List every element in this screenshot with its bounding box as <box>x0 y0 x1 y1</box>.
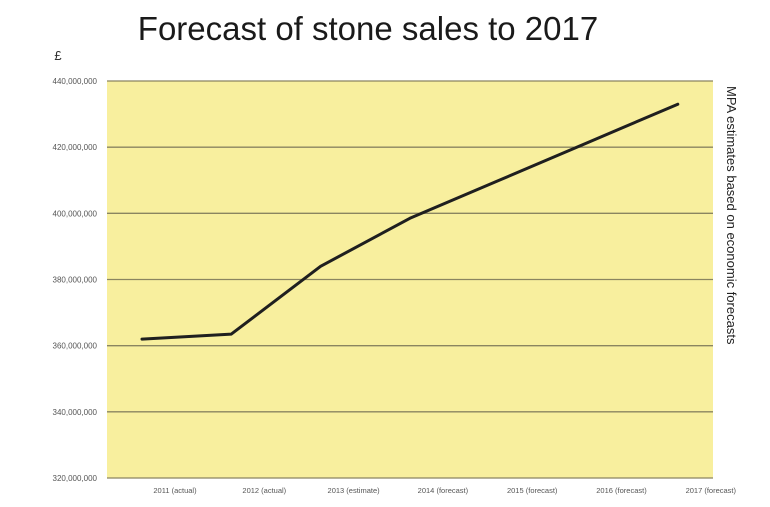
x-tick-label: 2014 (forecast) <box>418 486 469 495</box>
series-group <box>140 102 680 341</box>
y-axis-ticks: 320,000,000 340,000,000 360,000,000 380,000… <box>53 77 98 483</box>
y-tick-label: 420,000,000 <box>53 143 98 152</box>
x-tick-label: 2017 (forecast) <box>686 486 737 495</box>
y-tick-label: 340,000,000 <box>53 408 98 417</box>
y-tick-label: 440,000,000 <box>53 77 98 86</box>
x-tick-label: 2012 (actual) <box>242 486 286 495</box>
y-tick-label: 320,000,000 <box>53 474 98 483</box>
x-axis-ticks: 2011 (actual) 2012 (actual) 2013 (estimate… <box>153 486 736 495</box>
side-note: MPA estimates based on economic forecast… <box>724 86 739 345</box>
y-tick-label: 380,000,000 <box>53 276 98 285</box>
chart-title: Forecast of stone sales to 2017 <box>138 10 598 47</box>
x-tick-label: 2016 (forecast) <box>596 486 647 495</box>
x-tick-label: 2011 (actual) <box>153 486 197 495</box>
y-tick-label: 360,000,000 <box>53 342 98 351</box>
y-axis-unit: £ <box>54 48 62 63</box>
x-tick-label: 2013 (estimate) <box>328 486 381 495</box>
y-tick-label: 400,000,000 <box>53 209 98 218</box>
x-tick-label: 2015 (forecast) <box>507 486 558 495</box>
series-line <box>140 102 680 341</box>
gridlines <box>107 80 713 479</box>
